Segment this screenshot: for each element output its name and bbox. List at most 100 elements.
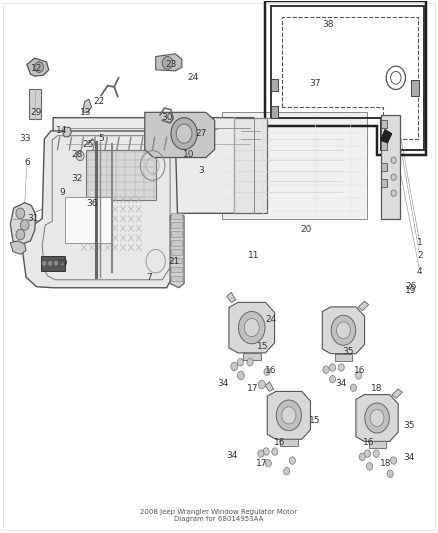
Text: 29: 29 (31, 108, 42, 117)
Circle shape (359, 453, 365, 461)
Circle shape (265, 459, 272, 467)
Circle shape (272, 448, 278, 455)
Circle shape (282, 407, 296, 424)
Circle shape (171, 118, 197, 150)
Polygon shape (22, 131, 180, 288)
Text: 35: 35 (403, 422, 415, 431)
Bar (171, 267, 182, 272)
Text: 27: 27 (196, 129, 207, 138)
Bar (271, 106, 278, 118)
Polygon shape (335, 354, 352, 361)
Text: 14: 14 (56, 126, 67, 135)
Bar (381, 164, 387, 171)
Text: 28: 28 (71, 150, 83, 159)
Circle shape (258, 380, 265, 389)
Bar (171, 213, 182, 219)
Circle shape (323, 366, 329, 373)
Text: 15: 15 (309, 416, 321, 425)
Polygon shape (358, 301, 369, 311)
Bar (171, 222, 182, 228)
Text: 12: 12 (31, 64, 42, 73)
Polygon shape (53, 118, 254, 213)
Text: 18: 18 (371, 384, 383, 393)
Polygon shape (155, 54, 182, 71)
Circle shape (370, 409, 384, 426)
Polygon shape (381, 130, 392, 143)
Text: 22: 22 (94, 97, 105, 106)
Polygon shape (145, 112, 215, 158)
Circle shape (367, 463, 373, 470)
Circle shape (329, 364, 336, 371)
Bar (171, 249, 182, 254)
Text: 4: 4 (417, 268, 423, 276)
Text: 18: 18 (380, 459, 392, 467)
Text: 36: 36 (87, 199, 98, 208)
Text: 24: 24 (187, 73, 198, 82)
Text: 38: 38 (322, 20, 334, 29)
Bar (381, 141, 387, 150)
Circle shape (373, 450, 379, 457)
Bar (29, 90, 41, 119)
Text: 17: 17 (256, 459, 268, 467)
Bar (171, 240, 182, 246)
Text: 37: 37 (309, 78, 321, 87)
Circle shape (356, 372, 362, 379)
Text: 3: 3 (199, 166, 205, 175)
Circle shape (237, 359, 244, 366)
Text: 31: 31 (28, 214, 39, 223)
Polygon shape (356, 394, 398, 441)
Polygon shape (280, 439, 297, 447)
Circle shape (42, 261, 46, 265)
Text: 13: 13 (80, 108, 92, 117)
Text: 16: 16 (363, 439, 374, 448)
Circle shape (76, 151, 84, 161)
Text: 34: 34 (403, 454, 415, 463)
Polygon shape (11, 241, 26, 254)
Polygon shape (369, 441, 385, 448)
Circle shape (16, 229, 25, 240)
Text: 35: 35 (343, 347, 354, 356)
Text: 6: 6 (24, 158, 30, 167)
Text: 11: 11 (248, 252, 260, 260)
Circle shape (336, 322, 350, 338)
Text: 20: 20 (300, 225, 312, 234)
Circle shape (284, 467, 290, 475)
Circle shape (387, 470, 393, 478)
Bar (381, 115, 400, 219)
Circle shape (20, 220, 29, 230)
Bar (171, 276, 182, 281)
Polygon shape (11, 203, 35, 244)
Text: 34: 34 (218, 379, 229, 388)
Circle shape (331, 316, 356, 345)
Text: 5: 5 (98, 134, 104, 143)
Circle shape (391, 174, 396, 180)
Circle shape (338, 364, 344, 371)
Bar (65, 197, 111, 243)
Text: 25: 25 (82, 140, 94, 149)
Text: 7: 7 (146, 273, 152, 281)
Text: 17: 17 (247, 384, 259, 393)
Text: 30: 30 (161, 113, 173, 122)
Polygon shape (170, 213, 184, 288)
Polygon shape (223, 112, 367, 219)
Circle shape (162, 56, 173, 69)
Text: 34: 34 (336, 379, 347, 388)
Text: 16: 16 (273, 439, 285, 448)
Text: 26: 26 (406, 282, 417, 291)
Bar (381, 120, 387, 128)
Circle shape (231, 362, 238, 370)
Text: 21: 21 (169, 257, 180, 265)
Text: 10: 10 (183, 150, 194, 159)
Text: 9: 9 (59, 188, 65, 197)
Text: 23: 23 (165, 60, 177, 69)
Circle shape (364, 450, 371, 457)
Circle shape (391, 157, 396, 164)
Bar (271, 79, 278, 91)
Circle shape (60, 261, 64, 265)
Polygon shape (267, 391, 311, 439)
Circle shape (176, 124, 192, 143)
Bar (41, 256, 65, 271)
Polygon shape (243, 353, 261, 360)
Polygon shape (265, 382, 274, 391)
Circle shape (258, 450, 264, 457)
